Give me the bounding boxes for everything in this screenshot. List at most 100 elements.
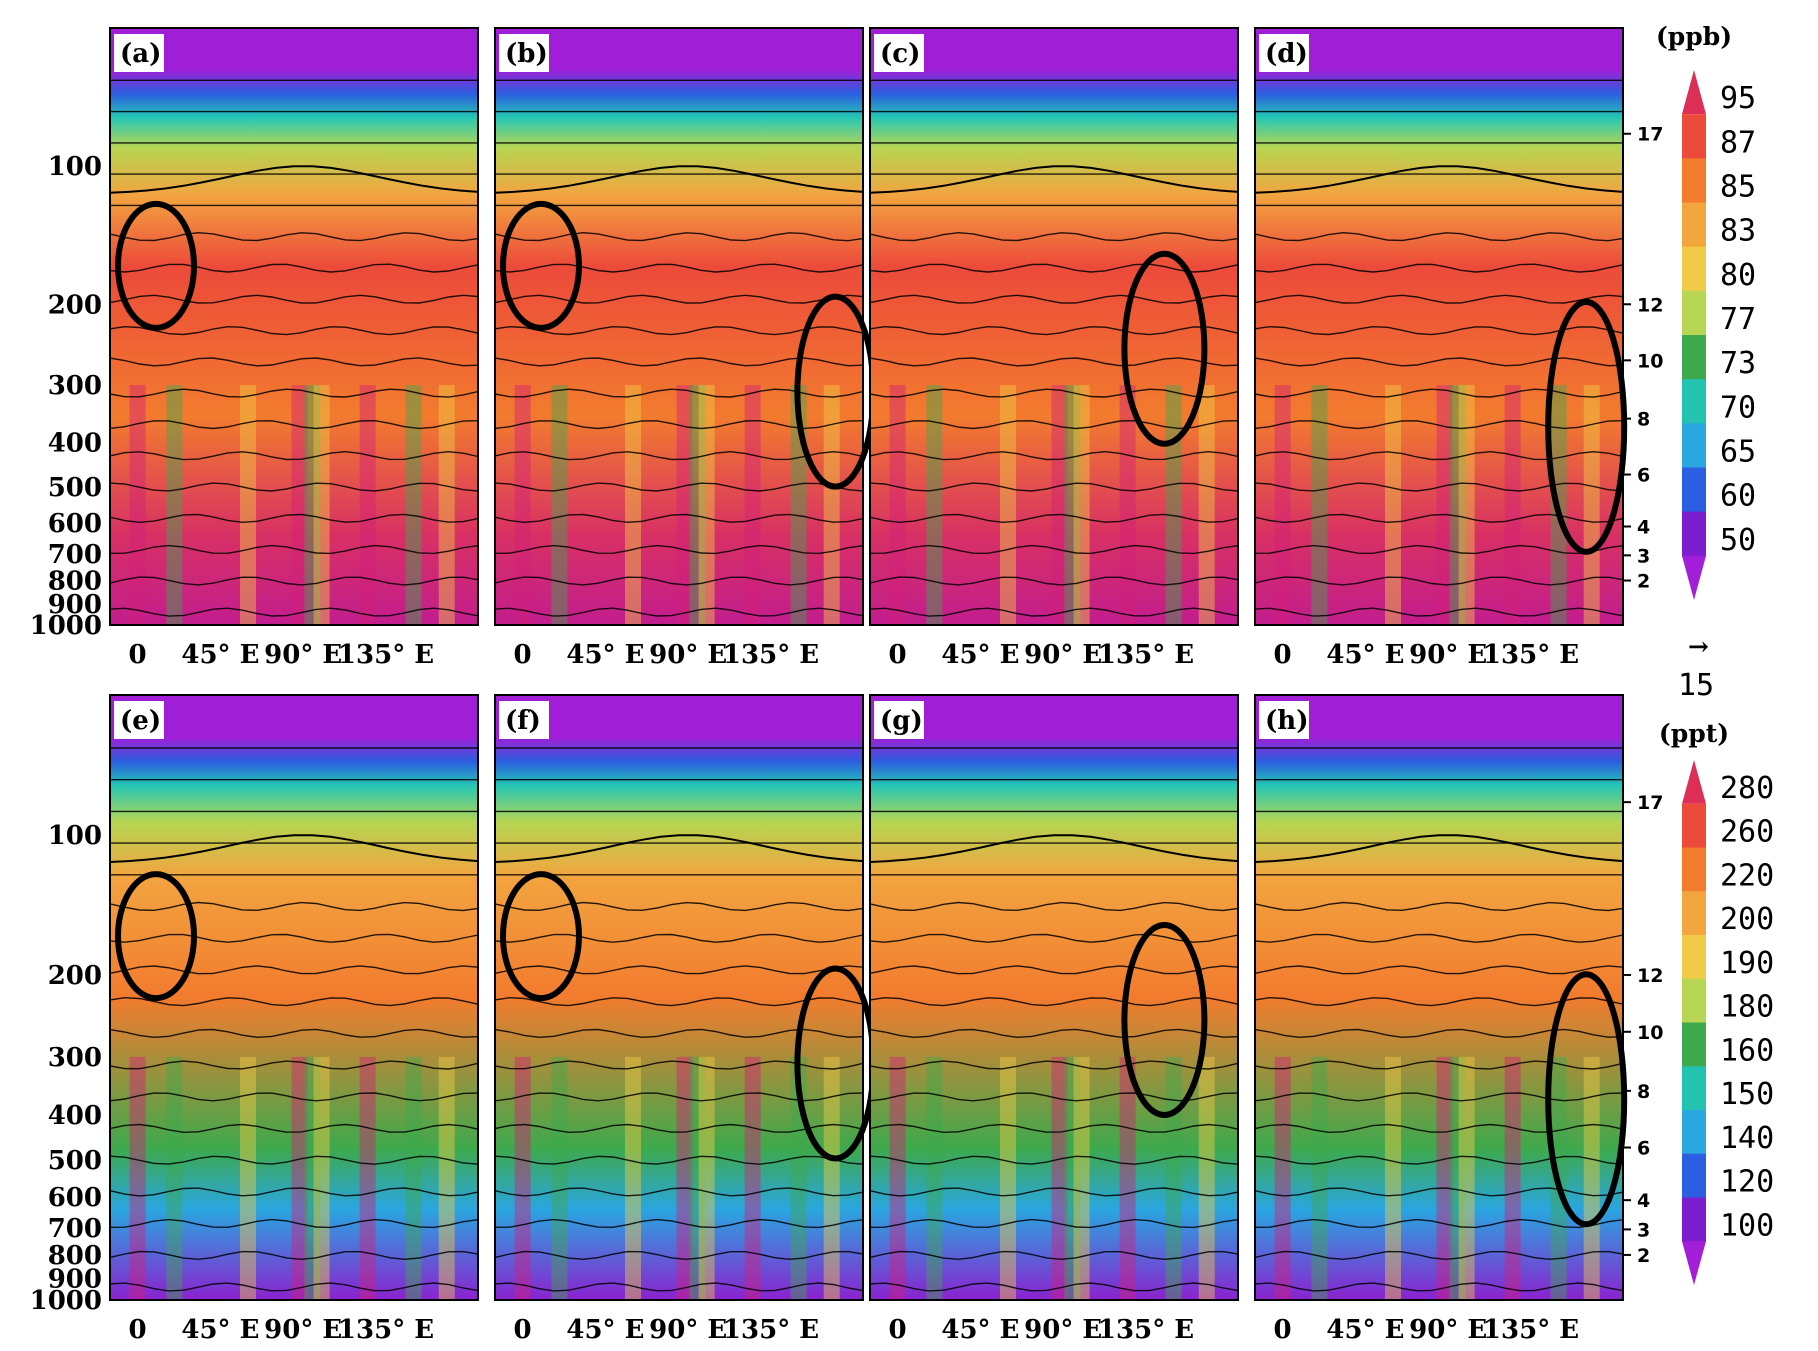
isentrope-line — [1254, 1123, 1624, 1134]
isentrope-line — [869, 1250, 1239, 1261]
isentrope-line — [109, 263, 479, 273]
colorbar-swatch — [1682, 1197, 1706, 1242]
isentrope-line — [869, 544, 1239, 555]
isentrope-line — [869, 901, 1239, 912]
vector-reference: → 15 — [1678, 632, 1714, 703]
colorbar-swatch — [1682, 1153, 1706, 1198]
y-tick-label: 600 — [48, 509, 102, 539]
convective-plume — [1000, 385, 1016, 625]
panel-label: (b) — [505, 39, 548, 69]
convective-plume — [1073, 385, 1090, 625]
colorbar-swatch — [1682, 935, 1706, 980]
convective-plume — [1119, 1056, 1136, 1300]
highlight-ellipse — [1545, 298, 1628, 555]
isentrope-line — [494, 901, 864, 912]
convective-plume — [304, 385, 321, 625]
colorbar-level-label: 77 — [1720, 302, 1756, 337]
panel-label: (c) — [880, 39, 920, 69]
tropopause-line — [109, 165, 479, 194]
panel-label: (d) — [1265, 39, 1308, 69]
field-background — [870, 28, 1238, 625]
convective-plume — [1504, 385, 1521, 625]
x-tick-label: 45° E — [941, 1315, 1019, 1345]
isentrope-line — [869, 1028, 1239, 1039]
isentrope-line — [1254, 482, 1624, 492]
panel-label: (g) — [880, 706, 923, 736]
height-tick-label: 10 — [1637, 1022, 1663, 1044]
isentrope-line — [109, 513, 479, 524]
colorbar-swatch — [1682, 847, 1706, 892]
y-tick-label: 900 — [48, 1265, 102, 1295]
panel-label-box — [499, 701, 549, 739]
colorbar-1: (ppb) 95 87 85 83 80 77 73 70 65 60 50 — [1656, 22, 1756, 600]
isentrope-line — [109, 388, 479, 398]
panel-frame — [1254, 27, 1624, 626]
colorbar-level-label: 65 — [1720, 435, 1756, 470]
panel-label-box — [114, 34, 164, 72]
isentrope-line — [109, 576, 479, 586]
x-tick-label: 135° E — [338, 640, 434, 670]
isentrope-line — [869, 576, 1239, 586]
convective-plume — [823, 385, 840, 625]
field-background — [110, 695, 478, 1300]
colorbar-level-label: 73 — [1720, 346, 1756, 381]
isentrope-line — [494, 1218, 864, 1229]
height-tick-label: 12 — [1637, 294, 1663, 316]
isentrope-line — [494, 1250, 864, 1261]
isentrope-line — [1254, 933, 1624, 943]
isentrope-line — [1254, 901, 1624, 912]
panel-frame — [1254, 694, 1624, 1301]
isentrope-line — [494, 544, 864, 555]
convective-plume — [1274, 1056, 1291, 1300]
convective-plume — [625, 385, 641, 625]
convective-plume — [1504, 1056, 1521, 1300]
convective-plume — [291, 385, 308, 625]
isentrope-line — [1254, 965, 1624, 975]
colorbar-swatch — [1682, 158, 1706, 203]
height-tick-label: 2 — [1637, 1245, 1650, 1267]
y-tick-label: 700 — [48, 1214, 102, 1244]
colorbar-swatch — [1682, 202, 1706, 248]
convective-plume — [1274, 385, 1291, 625]
convective-plume — [291, 1056, 308, 1300]
panel-frame — [869, 694, 1239, 1301]
isentrope-line — [869, 1060, 1239, 1070]
convective-plume — [514, 385, 531, 625]
x-tick-label: 90° E — [1024, 1315, 1102, 1345]
isentrope-line — [494, 231, 864, 242]
x-tick-label: 90° E — [1409, 640, 1487, 670]
isentrope-line — [109, 1060, 479, 1070]
colorbar-cap-bottom — [1682, 555, 1706, 600]
colorbar-level-label: 83 — [1720, 214, 1756, 249]
height-tick-label: 8 — [1637, 409, 1650, 431]
convective-plume — [926, 385, 943, 625]
convective-plume — [240, 1056, 256, 1300]
tropopause-line — [494, 834, 864, 863]
x-tick-label: 135° E — [1098, 640, 1194, 670]
height-tick-label: 3 — [1637, 545, 1650, 567]
y-tick-label: 500 — [48, 1146, 102, 1176]
convective-plume — [438, 385, 455, 625]
x-tick-label: 0 — [1274, 640, 1292, 670]
isentrope-line — [1254, 357, 1624, 367]
colorbar-unit: (ppb) — [1656, 22, 1732, 51]
panel-label-box — [1259, 701, 1309, 739]
tropopause-line — [109, 834, 479, 863]
colorbar-swatch — [1682, 290, 1706, 336]
colorbar-unit: (ppt) — [1659, 719, 1729, 748]
panel-frame — [869, 27, 1239, 626]
height-tick-label: 17 — [1637, 792, 1663, 814]
convective-plume — [1436, 385, 1453, 625]
field-background — [870, 695, 1238, 1300]
y-tick-label: 400 — [48, 1101, 102, 1131]
convective-plume — [744, 1056, 761, 1300]
isentrope-line — [869, 1155, 1239, 1165]
colorbar-swatch — [1682, 379, 1706, 424]
height-tick-label: 2 — [1637, 571, 1650, 593]
isentrope-line — [1254, 1060, 1624, 1070]
isentrope-line — [494, 482, 864, 492]
isentrope-line — [869, 1123, 1239, 1134]
